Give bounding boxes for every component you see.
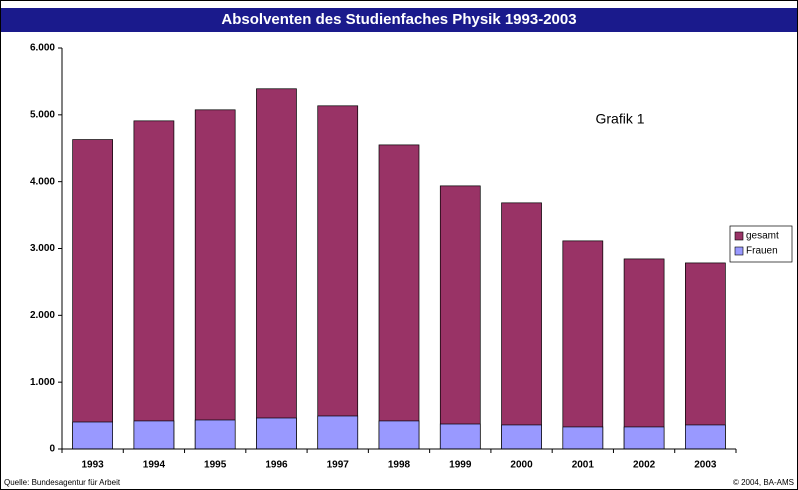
bar (439, 185, 481, 450)
bar (685, 424, 726, 450)
bar (378, 420, 420, 450)
bar (378, 144, 420, 450)
y-tick-label: 5.000 (30, 109, 55, 120)
x-tick-label: 1999 (449, 460, 472, 471)
x-tick-label: 1993 (82, 460, 105, 471)
y-tick-label: 4.000 (30, 176, 55, 187)
copyright: © 2004, BA-AMS (733, 478, 794, 487)
bar (133, 120, 175, 450)
bar (72, 421, 113, 450)
bar (562, 240, 604, 450)
bar (439, 423, 481, 450)
legend-swatch (734, 246, 744, 256)
bar (317, 415, 359, 450)
bar (256, 88, 297, 450)
y-tick-label: 3.000 (30, 243, 55, 254)
legend-swatch (734, 231, 744, 241)
bar (501, 202, 542, 450)
y-tick-label: 1.000 (30, 377, 55, 388)
x-tick-label: 1994 (143, 460, 166, 471)
bar (256, 417, 297, 450)
x-tick-label: 1998 (388, 460, 411, 471)
bar (562, 426, 604, 450)
x-tick-label: 1996 (265, 460, 288, 471)
x-tick-label: 2003 (694, 460, 717, 471)
y-tick-label: 0 (49, 444, 55, 455)
x-tick-label: 1997 (327, 460, 350, 471)
bar (194, 109, 236, 450)
legend-label: gesamt (746, 231, 779, 242)
x-tick-label: 2002 (633, 460, 656, 471)
x-tick-label: 1995 (204, 460, 227, 471)
annotation: Grafik 1 (595, 111, 644, 127)
legend-label: Frauen (746, 246, 778, 257)
y-tick-label: 2.000 (30, 310, 55, 321)
bar (133, 420, 175, 450)
chart-title: Absolventen des Studienfaches Physik 199… (221, 11, 576, 28)
bar (623, 258, 665, 450)
bar (685, 262, 726, 450)
title-band (1, 8, 797, 32)
bar (72, 139, 113, 450)
bar (501, 424, 542, 450)
bar (317, 105, 359, 450)
bar (194, 419, 236, 450)
y-tick-label: 6.000 (30, 43, 55, 54)
x-tick-label: 2001 (572, 460, 595, 471)
bar (623, 426, 665, 450)
x-tick-label: 2000 (510, 460, 533, 471)
source: Quelle: Bundesagentur für Arbeit (4, 478, 121, 487)
